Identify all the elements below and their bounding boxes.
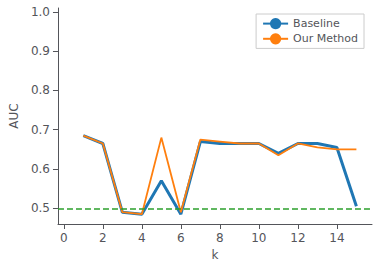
svg-text:0.8: 0.8 (31, 83, 50, 97)
svg-text:14: 14 (329, 231, 344, 245)
svg-text:10: 10 (251, 231, 266, 245)
svg-text:1.0: 1.0 (31, 5, 50, 19)
svg-text:Our Method: Our Method (293, 32, 358, 45)
svg-text:0.7: 0.7 (31, 123, 50, 137)
svg-text:0.6: 0.6 (31, 162, 50, 176)
svg-text:AUC: AUC (7, 103, 21, 128)
svg-text:8: 8 (216, 231, 224, 245)
svg-text:12: 12 (290, 231, 305, 245)
svg-text:2: 2 (99, 231, 107, 245)
svg-text:6: 6 (177, 231, 185, 245)
svg-text:0.5: 0.5 (31, 201, 50, 215)
svg-text:0: 0 (60, 231, 68, 245)
svg-text:k: k (212, 248, 219, 262)
svg-text:Baseline: Baseline (293, 17, 340, 30)
svg-text:0.9: 0.9 (31, 44, 50, 58)
svg-text:4: 4 (138, 231, 146, 245)
